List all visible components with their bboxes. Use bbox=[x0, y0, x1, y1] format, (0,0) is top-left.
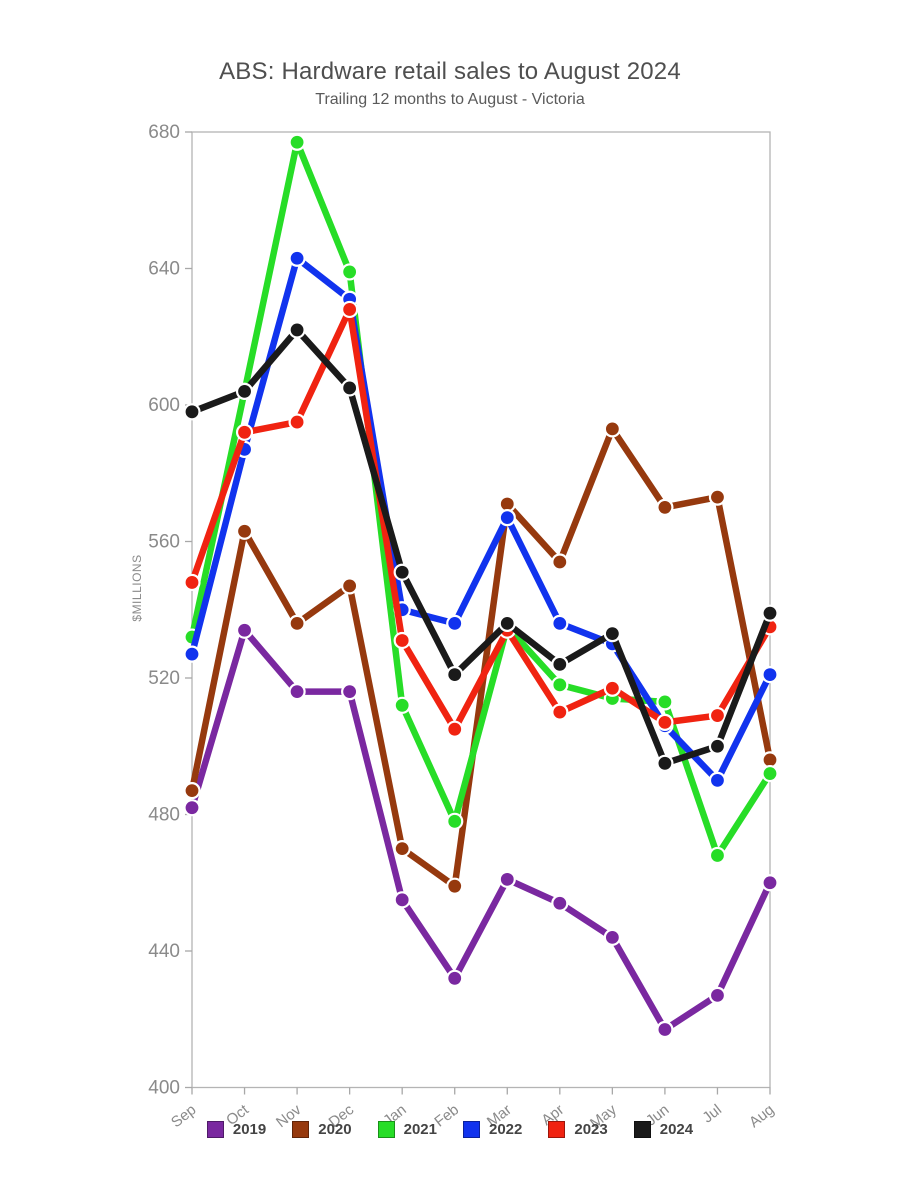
legend-item-2022: 2022 bbox=[463, 1121, 522, 1138]
data-point-2020-May bbox=[603, 420, 621, 438]
data-point-2022-Sep bbox=[183, 645, 201, 663]
y-tick-label: 600 bbox=[148, 395, 180, 416]
data-point-2020-Jan bbox=[393, 840, 411, 858]
legend-swatch-2019 bbox=[206, 1121, 224, 1138]
plot-border bbox=[191, 131, 771, 1089]
data-point-2023-Dec bbox=[341, 300, 359, 319]
data-point-2022-Aug bbox=[761, 665, 779, 684]
y-axis-label: $MILLIONS bbox=[130, 554, 144, 621]
legend-swatch-2020 bbox=[292, 1121, 310, 1138]
data-point-2020-Jun bbox=[656, 498, 674, 516]
series-line-2019 bbox=[188, 626, 774, 1033]
legend-item-2021: 2021 bbox=[377, 1121, 437, 1138]
data-point-2023-Jan bbox=[393, 631, 411, 650]
y-tick-label: 400 bbox=[148, 1078, 180, 1099]
data-point-2023-Sep bbox=[183, 573, 201, 592]
data-point-2019-Jan bbox=[393, 891, 411, 909]
data-point-2021-Apr bbox=[551, 676, 569, 694]
data-point-2023-Nov bbox=[288, 413, 306, 431]
series-line-2024 bbox=[188, 326, 774, 767]
legend-item-2023: 2023 bbox=[548, 1121, 608, 1138]
data-point-2024-Oct bbox=[235, 382, 254, 400]
data-point-2021-Jul bbox=[708, 846, 727, 865]
data-point-2021-Aug bbox=[761, 764, 779, 783]
data-point-2021-Jun bbox=[656, 693, 674, 711]
data-point-2024-Mar bbox=[498, 614, 516, 633]
data-point-2024-Nov bbox=[288, 321, 306, 339]
series-line-2023 bbox=[188, 306, 774, 733]
data-point-2023-Oct bbox=[235, 423, 254, 441]
data-point-2023-Apr bbox=[551, 703, 569, 721]
legend-swatch-2022 bbox=[463, 1121, 480, 1138]
data-point-2019-Aug bbox=[761, 874, 779, 892]
data-point-2019-Apr bbox=[551, 894, 569, 912]
data-point-2020-Feb bbox=[446, 877, 464, 895]
legend-label-2023: 2023 bbox=[574, 1121, 608, 1138]
data-point-2021-Feb bbox=[446, 812, 464, 830]
data-point-2020-Oct bbox=[235, 522, 254, 540]
data-point-2021-Nov bbox=[288, 133, 306, 151]
data-point-2021-Dec bbox=[341, 263, 359, 281]
data-point-2022-Apr bbox=[551, 614, 569, 633]
data-point-2019-Mar bbox=[498, 870, 516, 888]
data-point-2024-Jul bbox=[708, 737, 727, 755]
chart-legend: 2019 2020 2021 2022 2023 2024 bbox=[0, 1121, 900, 1138]
data-point-2019-Nov bbox=[288, 683, 306, 701]
data-point-2019-May bbox=[603, 928, 621, 946]
legend-item-2024: 2024 bbox=[633, 1121, 694, 1138]
legend-label-2019: 2019 bbox=[232, 1121, 267, 1138]
data-point-2019-Oct bbox=[235, 621, 254, 639]
legend-item-2019: 2019 bbox=[206, 1121, 267, 1138]
y-tick-label: 680 bbox=[148, 122, 180, 143]
series-line-2020 bbox=[188, 425, 774, 890]
series-line-2021 bbox=[188, 138, 774, 859]
data-point-2023-Jul bbox=[708, 706, 727, 725]
data-point-2019-Jul bbox=[708, 986, 727, 1004]
data-point-2019-Feb bbox=[446, 969, 464, 987]
data-point-2020-Dec bbox=[341, 577, 359, 595]
data-point-2024-Aug bbox=[761, 604, 779, 622]
data-point-2024-May bbox=[603, 625, 621, 643]
y-tick-label: 640 bbox=[148, 259, 180, 280]
data-point-2024-Feb bbox=[446, 665, 464, 684]
legend-swatch-2023 bbox=[548, 1121, 566, 1138]
data-point-2024-Apr bbox=[551, 655, 569, 673]
data-point-2021-Jan bbox=[393, 696, 411, 714]
legend-swatch-2024 bbox=[633, 1121, 651, 1138]
data-point-2019-Jun bbox=[656, 1020, 674, 1039]
data-point-2020-Nov bbox=[288, 614, 306, 633]
data-point-2023-Feb bbox=[446, 720, 464, 738]
chart-subtitle: Trailing 12 months to August - Victoria bbox=[315, 91, 585, 108]
data-point-2024-Dec bbox=[341, 379, 359, 397]
data-point-2022-Nov bbox=[288, 249, 306, 267]
data-point-2019-Sep bbox=[183, 799, 201, 817]
legend-label-2020: 2020 bbox=[318, 1121, 352, 1138]
legend-label-2024: 2024 bbox=[659, 1121, 694, 1138]
chart-title: ABS: Hardware retail sales to August 202… bbox=[219, 58, 681, 85]
data-point-2022-Feb bbox=[446, 614, 464, 633]
data-point-2019-Dec bbox=[341, 683, 359, 701]
data-point-2020-Apr bbox=[551, 553, 569, 571]
y-tick-label: 520 bbox=[148, 668, 180, 689]
legend-label-2021: 2021 bbox=[403, 1121, 437, 1138]
y-tick-label: 480 bbox=[148, 805, 180, 826]
data-point-2024-Sep bbox=[183, 403, 201, 421]
y-tick-label: 440 bbox=[148, 941, 180, 962]
data-point-2022-Jul bbox=[708, 771, 727, 789]
series-line-2022 bbox=[188, 255, 774, 784]
data-point-2022-Mar bbox=[498, 509, 516, 527]
data-point-2020-Jul bbox=[708, 488, 727, 506]
data-point-2024-Jan bbox=[393, 563, 411, 581]
data-point-2020-Sep bbox=[183, 782, 201, 800]
y-tick-label: 560 bbox=[148, 532, 180, 553]
data-point-2023-May bbox=[603, 679, 621, 697]
data-point-2024-Jun bbox=[656, 754, 674, 772]
legend-swatch-2021 bbox=[377, 1121, 395, 1138]
legend-item-2020: 2020 bbox=[292, 1121, 352, 1138]
legend-label-2022: 2022 bbox=[489, 1121, 523, 1138]
data-point-2023-Jun bbox=[656, 713, 674, 731]
